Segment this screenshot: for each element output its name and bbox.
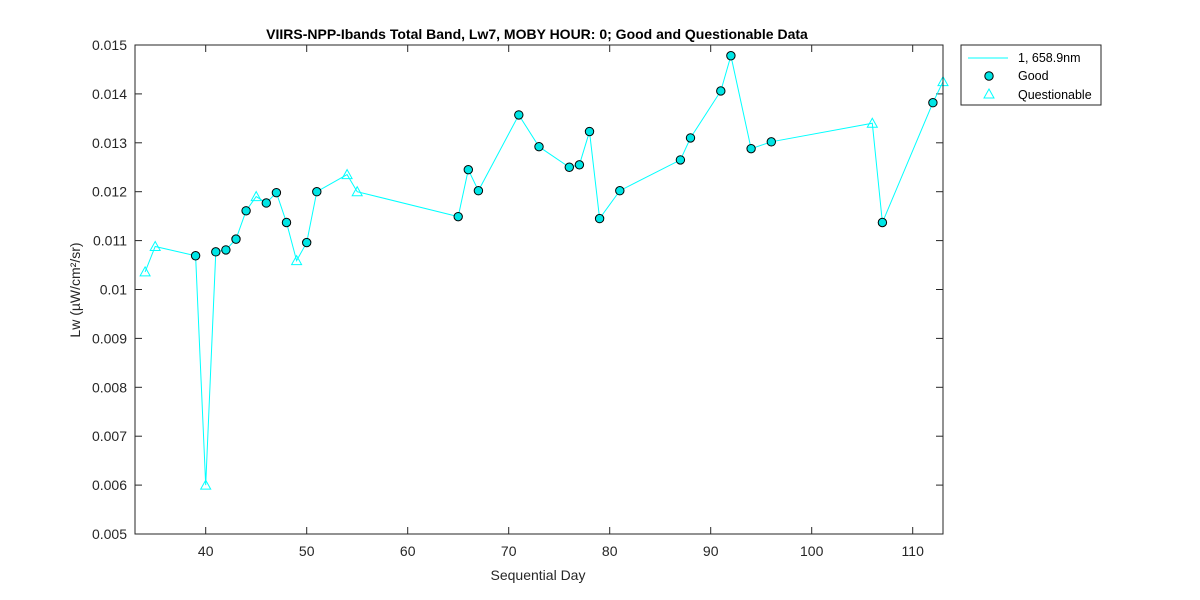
legend-box bbox=[960, 44, 1102, 106]
x-tick-label: 110 bbox=[902, 543, 925, 559]
good-point bbox=[190, 251, 201, 261]
good-point bbox=[241, 206, 251, 216]
legend-label-series: 1, 658.9nm bbox=[1018, 51, 1081, 65]
x-tick-label: 60 bbox=[400, 543, 416, 559]
good-point bbox=[584, 126, 595, 137]
questionable-point bbox=[139, 265, 151, 277]
good-point bbox=[534, 142, 544, 152]
y-tick-label: 0.013 bbox=[92, 135, 127, 151]
good-point bbox=[463, 164, 473, 175]
good-point bbox=[302, 237, 312, 248]
y-tick-label: 0.011 bbox=[93, 233, 127, 249]
legend-label-good: Good bbox=[1018, 69, 1049, 83]
good-point bbox=[261, 198, 271, 208]
y-tick-label: 0.007 bbox=[92, 428, 127, 444]
good-point bbox=[574, 160, 585, 170]
y-axis-ticks: 0.005 0.006 0.007 0.008 0.009 0.01 0.011 0.012 0… bbox=[92, 37, 943, 542]
good-point bbox=[766, 137, 776, 147]
x-tick-label: 90 bbox=[703, 543, 719, 559]
legend-questionable-marker bbox=[983, 87, 995, 99]
good-point bbox=[685, 133, 696, 143]
x-tick-label: 70 bbox=[501, 543, 517, 559]
questionable-point bbox=[290, 254, 303, 266]
good-point bbox=[928, 98, 938, 108]
plot-box bbox=[134, 44, 944, 535]
good-point bbox=[615, 186, 625, 196]
good-point bbox=[312, 187, 322, 197]
good-point bbox=[675, 155, 686, 165]
legend-label-questionable: Questionable bbox=[1018, 88, 1092, 102]
questionable-point bbox=[250, 190, 263, 202]
good-point bbox=[594, 213, 605, 224]
questionable-point bbox=[351, 185, 364, 197]
y-axis-label: Lw (µW/cm²/sr) bbox=[67, 242, 83, 337]
x-axis-ticks: 40 50 60 70 80 90 100 110 bbox=[198, 45, 924, 559]
questionable-point bbox=[341, 168, 353, 180]
good-point bbox=[726, 51, 736, 61]
good-point bbox=[271, 187, 282, 198]
y-tick-label: 0.009 bbox=[92, 330, 127, 346]
good-point bbox=[746, 143, 756, 154]
chart-title: VIIRS-NPP-Ibands Total Band, Lw7, MOBY H… bbox=[266, 26, 808, 42]
good-point bbox=[877, 217, 888, 228]
y-tick-label: 0.015 bbox=[92, 37, 127, 53]
questionable-point bbox=[149, 240, 162, 251]
legend: 1, 658.9nm Good Questionable bbox=[960, 44, 1102, 106]
x-tick-label: 100 bbox=[800, 543, 824, 559]
y-tick-label: 0.01 bbox=[100, 282, 127, 298]
good-point bbox=[514, 110, 524, 120]
good-point bbox=[231, 234, 241, 244]
good-point bbox=[473, 186, 484, 196]
questionable-point bbox=[866, 117, 879, 128]
y-tick-label: 0.012 bbox=[92, 184, 127, 200]
y-tick-label: 0.008 bbox=[92, 379, 127, 395]
x-tick-label: 50 bbox=[299, 543, 315, 559]
good-point bbox=[211, 247, 221, 257]
x-tick-label: 40 bbox=[198, 543, 214, 559]
good-point bbox=[221, 245, 231, 255]
x-tick-label: 80 bbox=[602, 543, 618, 559]
y-tick-label: 0.006 bbox=[92, 477, 127, 493]
questionable-point bbox=[199, 479, 212, 490]
good-point bbox=[564, 162, 574, 172]
good-point bbox=[453, 211, 463, 222]
good-point bbox=[281, 217, 292, 228]
legend-good-marker bbox=[984, 71, 994, 81]
x-axis-label: Sequential Day bbox=[491, 567, 586, 583]
good-point bbox=[716, 86, 726, 96]
y-tick-label: 0.005 bbox=[92, 526, 127, 542]
data-series bbox=[139, 51, 949, 490]
y-tick-label: 0.014 bbox=[92, 86, 127, 102]
